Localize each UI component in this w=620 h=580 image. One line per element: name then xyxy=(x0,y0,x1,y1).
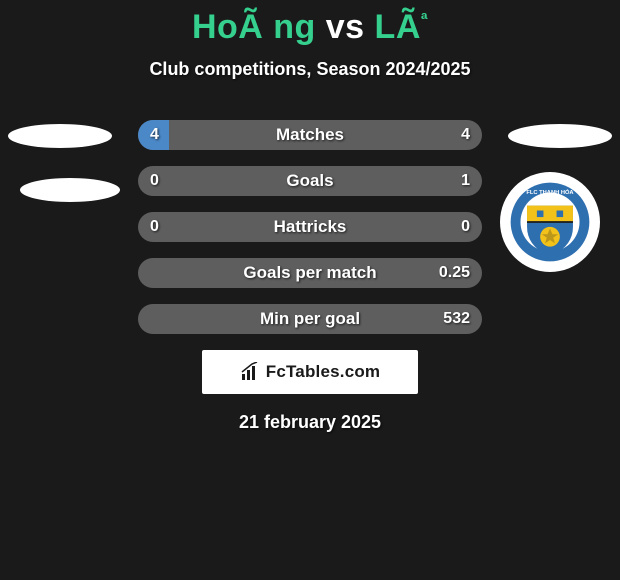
player2-name-sup: ª xyxy=(421,10,428,30)
stat-label: Min per goal xyxy=(138,304,482,334)
stat-value-right: 0.25 xyxy=(439,258,470,288)
stat-row-hattricks: 0 Hattricks 0 xyxy=(138,212,482,242)
date: 21 february 2025 xyxy=(0,412,620,433)
stat-row-min-per-goal: Min per goal 532 xyxy=(138,304,482,334)
stat-label: Matches xyxy=(138,120,482,150)
source-badge[interactable]: FcTables.com xyxy=(202,350,418,394)
team1-logo-placeholder-2 xyxy=(20,178,120,202)
stat-value-right: 532 xyxy=(443,304,470,334)
team2-crest-svg: FLC THANH HÓA xyxy=(509,181,591,263)
vs-separator: vs xyxy=(326,8,365,46)
subtitle: Club competitions, Season 2024/2025 xyxy=(0,59,620,80)
stat-row-goals: 0 Goals 1 xyxy=(138,166,482,196)
team2-logo-placeholder-1 xyxy=(508,124,612,148)
stat-value-right: 1 xyxy=(461,166,470,196)
stat-row-goals-per-match: Goals per match 0.25 xyxy=(138,258,482,288)
stats-area: 4 Matches 4 0 Goals 1 0 Hattricks 0 Goal… xyxy=(0,120,620,433)
team1-logo-placeholder-1 xyxy=(8,124,112,148)
player2-name: LÃ xyxy=(375,8,421,46)
svg-text:FLC THANH HÓA: FLC THANH HÓA xyxy=(526,188,573,196)
page-title: HoÃ ng vs LÃª xyxy=(0,8,620,47)
stat-label: Hattricks xyxy=(138,212,482,242)
stat-value-right: 0 xyxy=(461,212,470,242)
stat-row-matches: 4 Matches 4 xyxy=(138,120,482,150)
stat-label: Goals xyxy=(138,166,482,196)
source-badge-text: FcTables.com xyxy=(266,362,381,382)
team2-crest: FLC THANH HÓA xyxy=(500,172,600,272)
player1-name: HoÃ ng xyxy=(192,8,316,46)
bar-chart-icon xyxy=(240,362,260,382)
stat-value-right: 4 xyxy=(461,120,470,150)
stat-label: Goals per match xyxy=(138,258,482,288)
